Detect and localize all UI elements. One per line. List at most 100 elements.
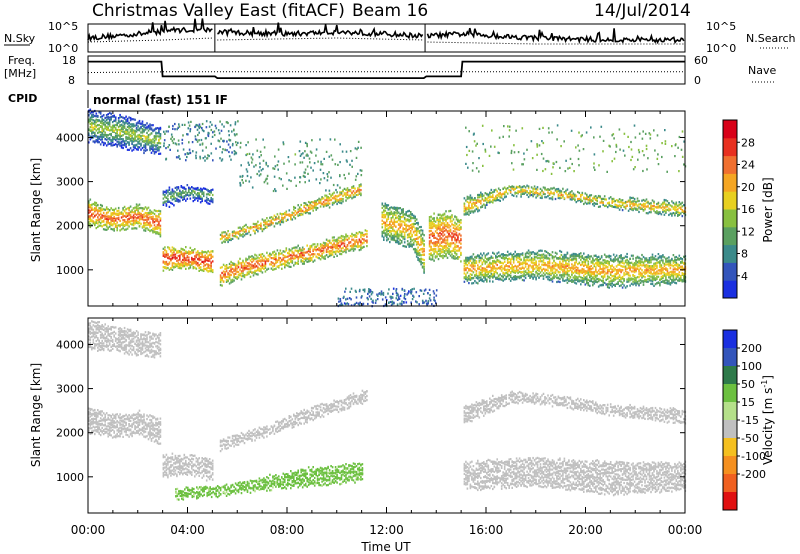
data-cell [526,258,528,262]
data-cell [307,247,310,250]
data-cell [527,274,530,277]
data-cell [94,208,96,211]
data-cell [120,211,123,214]
data-cell [521,185,524,188]
data-cell [110,223,112,226]
data-cell [678,201,681,204]
data-cell [120,130,123,133]
data-cell [99,203,102,207]
data-cell [421,247,424,250]
data-cell [339,201,341,204]
data-cell [138,122,141,125]
data-cell [635,207,637,210]
data-cell [97,204,99,207]
data-cell [433,242,435,245]
data-cell [455,249,458,252]
data-cell [143,140,145,143]
data-cell [612,197,615,200]
data-cell [428,224,431,227]
data-cell [474,274,476,277]
data-cell [352,196,355,199]
data-cell [562,257,564,261]
data-cell [554,261,557,265]
data-cell [449,242,452,245]
data-cell [146,135,148,138]
data-cell [107,137,109,140]
data-cell [392,215,394,219]
data-cell [92,115,95,118]
data-cell [417,240,419,244]
data-cell [162,266,165,269]
data-cell [455,252,458,255]
data-cell [245,266,247,269]
data-cell [143,129,145,132]
data-cell [225,280,228,283]
data-cell [211,255,214,258]
data-cell [386,236,388,239]
data-cell [255,224,258,227]
data-cell [336,245,338,248]
data-cell [174,257,177,260]
data-cell [363,245,365,248]
data-cell [122,221,124,224]
data-cell [548,279,551,282]
data-cell [110,214,112,217]
data-cell [487,196,490,199]
data-cell [484,254,487,257]
data-cell [414,238,416,241]
data-cell [358,240,361,243]
data-cell [578,269,581,272]
data-cell [233,268,235,271]
data-cell [272,268,274,271]
data-cell [533,261,536,264]
data-cell [287,213,289,216]
data-cell [98,127,100,130]
data-cell [400,220,403,223]
data-cell [179,256,181,259]
data-cell [383,211,385,214]
data-cell [387,211,390,215]
data-cell [144,142,147,145]
data-cell [281,213,283,216]
data-cell [475,256,478,259]
data-cell [439,223,441,226]
data-cell [125,115,127,118]
data-cell [108,120,111,123]
data-cell [553,276,555,280]
data-cell [156,232,159,235]
data-cell [155,137,157,140]
data-cell [105,215,108,218]
data-cell [275,216,277,219]
data-cell [418,226,421,229]
data-cell [559,189,561,192]
data-cell [307,257,310,260]
data-cell [423,253,425,256]
data-cell [592,203,594,206]
data-cell [593,197,596,200]
data-cell [502,192,504,195]
data-cell [431,226,434,229]
data-cell [131,223,133,226]
data-cell [550,278,552,281]
data-cell [327,202,329,205]
data-cell [258,269,261,272]
data-cell [180,253,183,256]
data-cell [460,246,462,249]
data-cell [276,249,279,252]
data-cell [389,212,391,215]
data-cell [409,230,412,233]
data-cell [105,119,108,122]
data-cell [183,265,186,268]
data-cell [156,231,159,234]
data-cell [137,142,139,145]
data-cell [390,210,393,213]
data-cell [396,237,399,240]
data-cell [111,223,114,226]
data-cell [530,251,533,254]
data-cell [242,235,244,238]
data-cell [544,268,546,271]
data-cell [417,253,419,256]
data-cell [397,214,400,218]
data-cell [577,277,579,280]
data-cell [298,253,301,256]
